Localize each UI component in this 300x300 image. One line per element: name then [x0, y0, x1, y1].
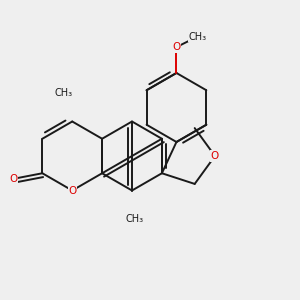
Text: O: O: [9, 174, 18, 184]
Text: CH₃: CH₃: [188, 32, 206, 42]
Text: CH₃: CH₃: [54, 88, 72, 98]
Text: O: O: [68, 185, 76, 196]
Text: CH₃: CH₃: [126, 214, 144, 224]
Text: O: O: [172, 42, 181, 52]
Text: O: O: [211, 151, 219, 161]
